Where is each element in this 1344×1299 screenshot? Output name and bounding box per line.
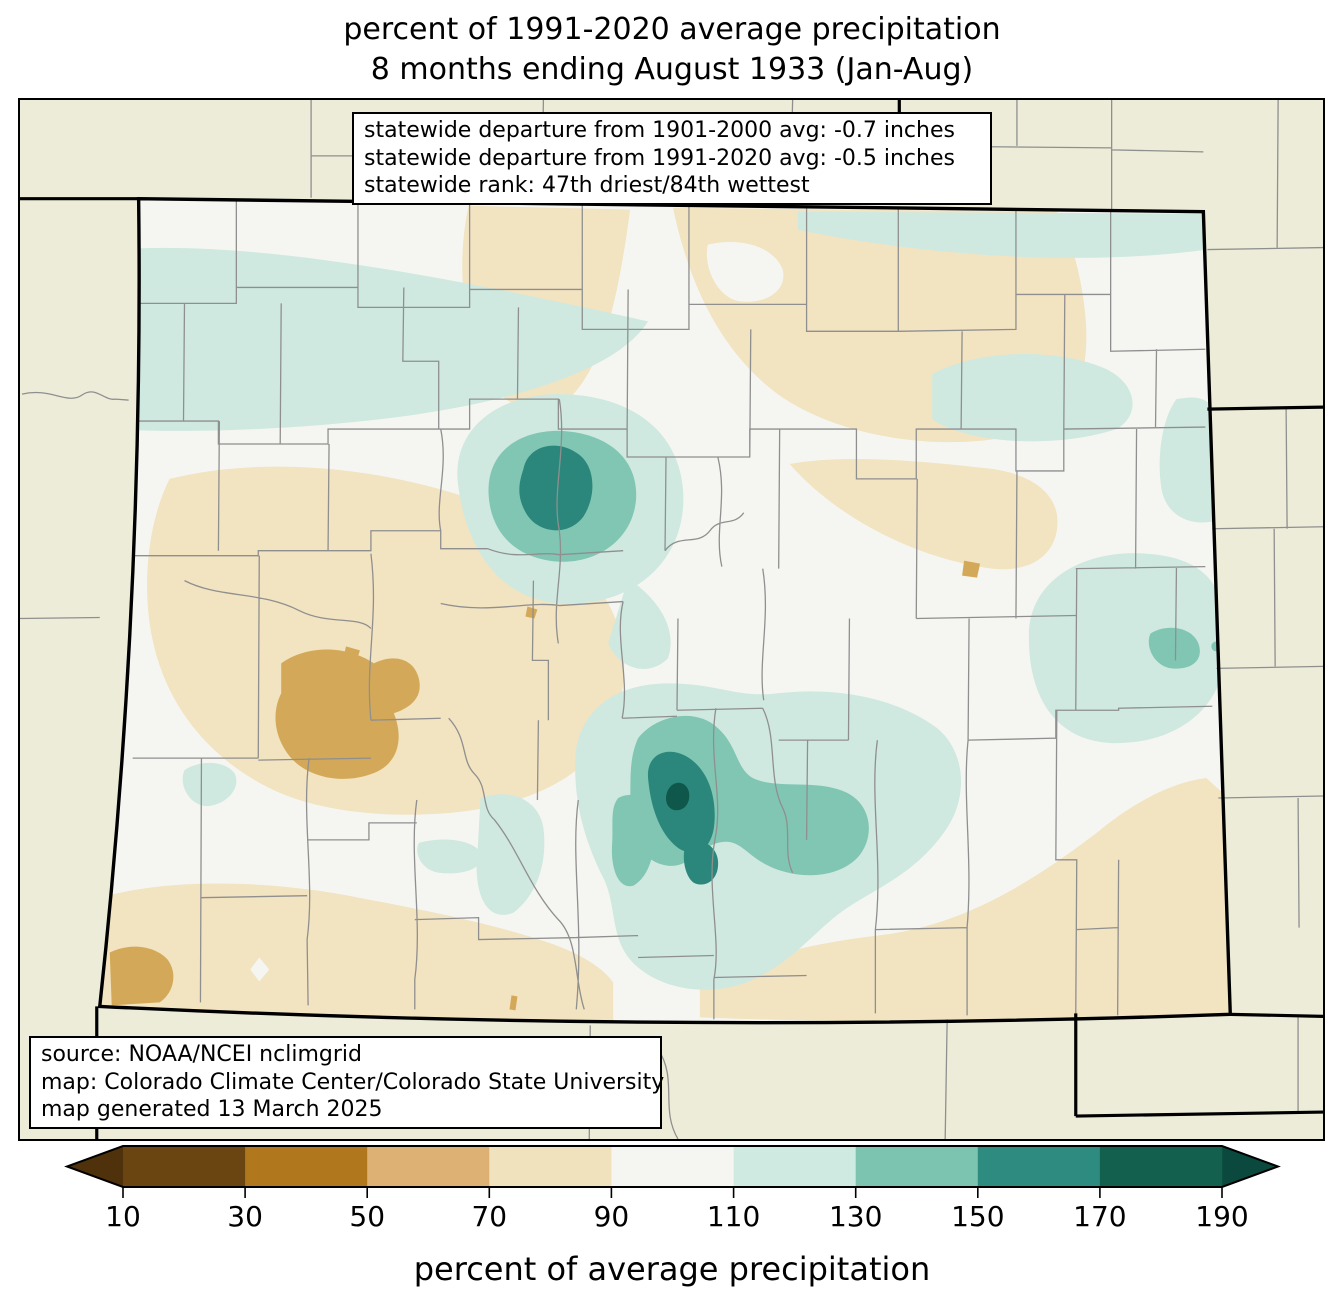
tan-mid-spot-1 [343,646,360,663]
teal-dark-bullseye-core [519,445,593,531]
tan-mid-spot-4 [525,606,538,619]
colorbar-segments [123,1146,1223,1187]
tick-label-30: 30 [227,1200,263,1233]
teal-mid-south-west-lobe [611,794,655,887]
statewide-stats-box: statewide departure from 1901-2000 avg: … [352,112,992,205]
colorbar-over-arrow [1222,1146,1278,1187]
teal-pale-bullseye-tongue [608,578,671,669]
teal-pale-small-spot-1 [417,839,482,874]
tick-label-90: 90 [594,1200,630,1233]
contour-tan-mid-regions [109,560,981,1011]
colorbar-segment-110-130 [733,1146,857,1187]
colorbar-tick-marks [122,1187,1223,1198]
teal-mid-east-core [1148,627,1200,669]
stats-line-departure-1901-2000: statewide departure from 1901-2000 avg: … [364,118,955,143]
teal-darkest-south-spot [666,782,690,811]
tick-label-50: 50 [349,1200,385,1233]
tan-mid-west-blob [275,649,420,779]
white-patches [250,242,784,982]
tick-label-150: 150 [951,1200,1004,1233]
tan-region-southeast [699,778,1231,1022]
map-frame [18,98,1325,1141]
contour-teal-darkest-region [666,782,690,811]
tan-mid-spot-2 [962,560,981,578]
colorbar-segment-170-190 [1099,1146,1223,1187]
title-line-1: percent of 1991-2020 average precipitati… [343,12,1001,47]
white-notch-northeast [706,242,784,302]
stats-line-departure-1991-2020: statewide departure from 1991-2020 avg: … [364,145,955,171]
colorbar-segment-70-90 [489,1146,612,1187]
colorbar-under-arrow [67,1146,123,1187]
source-line: source: NOAA/NCEI nclimgrid [41,1042,362,1067]
teal-dark-south-lobe-2 [683,841,719,885]
stats-line-rank: statewide rank: 47th driest/84th wettest [364,173,810,198]
colorbar-tick-labels: 10 30 50 70 90 110 130 150 170 190 [105,1200,1249,1233]
county-lines-inside [125,200,1213,1020]
map-svg [20,100,1323,1139]
tick-label-190: 190 [1195,1200,1248,1233]
tick-label-70: 70 [471,1200,507,1233]
tan-mid-spot-3 [509,995,518,1011]
teal-pale-northeast-top-band [797,211,1208,258]
teal-pale-northeast-blob [932,354,1133,442]
colorbar-segment-10-30 [123,1146,246,1187]
source-attribution-box: source: NOAA/NCEI nclimgrid map: Colorad… [29,1036,665,1129]
colorbar-segment-90-110 [611,1146,734,1187]
colorbar-segment-30-50 [245,1146,368,1187]
tick-label-170: 170 [1073,1200,1126,1233]
colorbar-segment-50-70 [367,1146,490,1187]
map-credit-line: map: Colorado Climate Center/Colorado St… [41,1069,665,1095]
tan-region-south-band [99,883,614,1023]
teal-pale-south-west-tongue [476,794,545,915]
tan-region-center-east [789,459,1058,570]
white-diamond-south [250,957,270,982]
teal-pale-east-border-strip [1159,397,1222,523]
tan-mid-southwest-corner [109,946,174,1006]
colorbar-segment-130-150 [855,1146,979,1187]
tick-label-110: 110 [707,1200,760,1233]
colorbar: 10 30 50 70 90 110 130 150 170 190 perce… [64,1145,1281,1288]
generated-date-line: map generated 13 March 2025 [41,1097,383,1122]
colorado-state-outline [97,196,1233,1025]
colorbar-segment-150-170 [977,1146,1101,1187]
tick-label-10: 10 [105,1200,141,1233]
state-interior [99,198,1231,1023]
colorbar-title: percent of average precipitation [414,1250,931,1288]
teal-pale-northwest-band [115,247,649,431]
tick-label-130: 130 [829,1200,882,1233]
teal-pale-small-spot-2 [182,762,237,807]
title-line-2: 8 months ending August 1933 (Jan-Aug) [370,52,974,87]
page-title: percent of 1991-2020 average precipitati… [0,10,1344,90]
